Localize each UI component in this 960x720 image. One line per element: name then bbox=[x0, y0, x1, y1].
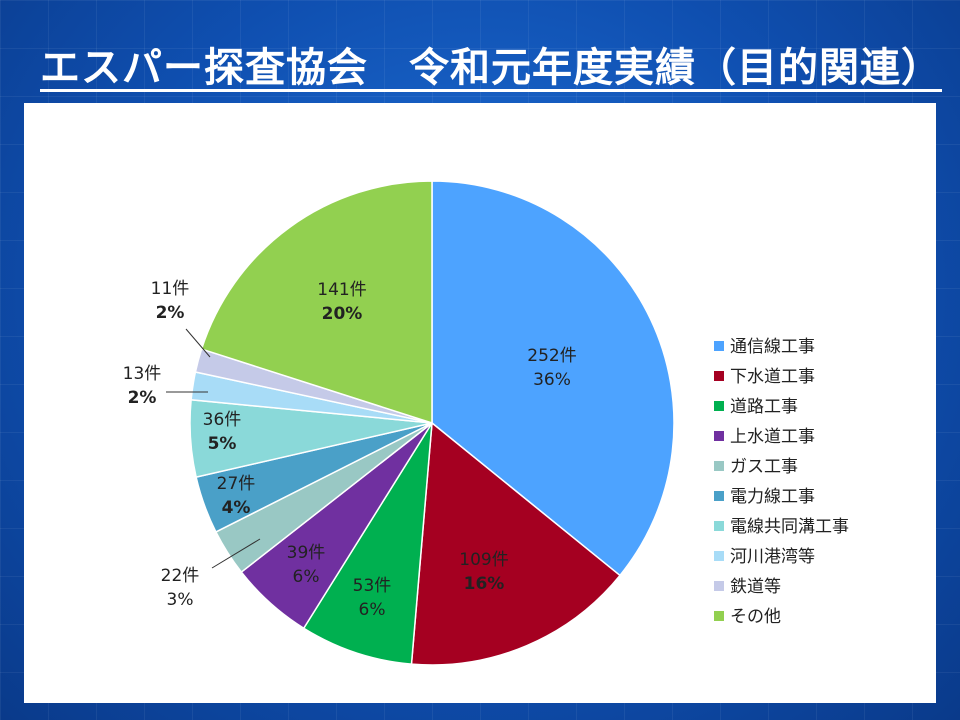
chart-panel: 252件 36% 109件 16% 53件 6% 39件 6% 22件 3% 27件 4% 36件 5% 1… bbox=[24, 103, 936, 703]
data-label-percent: 36% bbox=[533, 370, 571, 390]
data-label-count: 27件 bbox=[217, 474, 256, 494]
pie-slice-2 bbox=[410, 421, 621, 666]
legend-swatch bbox=[714, 551, 724, 561]
leader-line bbox=[185, 328, 211, 358]
leader-line bbox=[211, 538, 261, 569]
data-label-percent: 4% bbox=[222, 498, 251, 518]
data-label-percent: 20% bbox=[322, 304, 363, 324]
legend-entry: 下水道工事 bbox=[730, 367, 815, 387]
legend-entry: 上水道工事 bbox=[730, 427, 815, 447]
data-label-count: 252件 bbox=[527, 346, 576, 366]
legend: 通信線工事下水道工事道路工事上水道工事ガス工事電力線工事電線共同溝工事河川港湾等… bbox=[714, 337, 849, 627]
legend-entry: その他 bbox=[730, 607, 781, 627]
legend-entry: 通信線工事 bbox=[730, 337, 815, 357]
data-label-percent: 6% bbox=[359, 600, 386, 620]
leader-lines bbox=[166, 328, 261, 569]
data-label-count: 39件 bbox=[287, 543, 326, 563]
pie-slice-3 bbox=[302, 422, 433, 665]
legend-entry: 道路工事 bbox=[730, 397, 798, 417]
legend-entry: 河川港湾等 bbox=[730, 547, 815, 567]
legend-swatch bbox=[714, 611, 724, 621]
data-label-percent: 6% bbox=[293, 567, 320, 587]
data-label-percent: 16% bbox=[464, 574, 505, 594]
data-label-count: 22件 bbox=[161, 566, 200, 586]
pie-chart: 252件 36% 109件 16% 53件 6% 39件 6% 22件 3% 27件 4% 36件 5% 1… bbox=[123, 180, 849, 666]
legend-swatch bbox=[714, 401, 724, 411]
pie-slice-10 bbox=[200, 180, 433, 425]
data-label-percent: 2% bbox=[156, 303, 185, 323]
legend-swatch bbox=[714, 491, 724, 501]
pie-slices bbox=[189, 180, 675, 666]
data-label-count: 109件 bbox=[459, 550, 508, 570]
data-label-count: 53件 bbox=[353, 576, 392, 596]
data-label-percent: 2% bbox=[128, 388, 157, 408]
legend-swatch bbox=[714, 581, 724, 591]
data-labels: 252件 36% 109件 16% 53件 6% 39件 6% 22件 3% 27件 4% 36件 5% 1… bbox=[123, 279, 577, 620]
data-label-count: 11件 bbox=[151, 279, 190, 299]
data-label-percent: 3% bbox=[167, 590, 194, 610]
pie-slice-1 bbox=[431, 180, 675, 577]
legend-swatch bbox=[714, 371, 724, 381]
data-label-count: 36件 bbox=[203, 410, 242, 430]
legend-swatch bbox=[714, 461, 724, 471]
legend-entry: ガス工事 bbox=[730, 457, 798, 477]
slide-title: エスパー探査協会 令和元年度実績（目的関連） bbox=[40, 45, 942, 91]
legend-entry: 電力線工事 bbox=[730, 487, 815, 507]
data-label-count: 13件 bbox=[123, 364, 162, 384]
legend-swatch bbox=[714, 341, 724, 351]
legend-entry: 電線共同溝工事 bbox=[730, 517, 849, 537]
data-label-count: 141件 bbox=[317, 280, 366, 300]
legend-entry: 鉄道等 bbox=[730, 577, 781, 597]
data-label-percent: 5% bbox=[208, 434, 237, 454]
legend-swatch bbox=[714, 521, 724, 531]
legend-swatch bbox=[714, 431, 724, 441]
